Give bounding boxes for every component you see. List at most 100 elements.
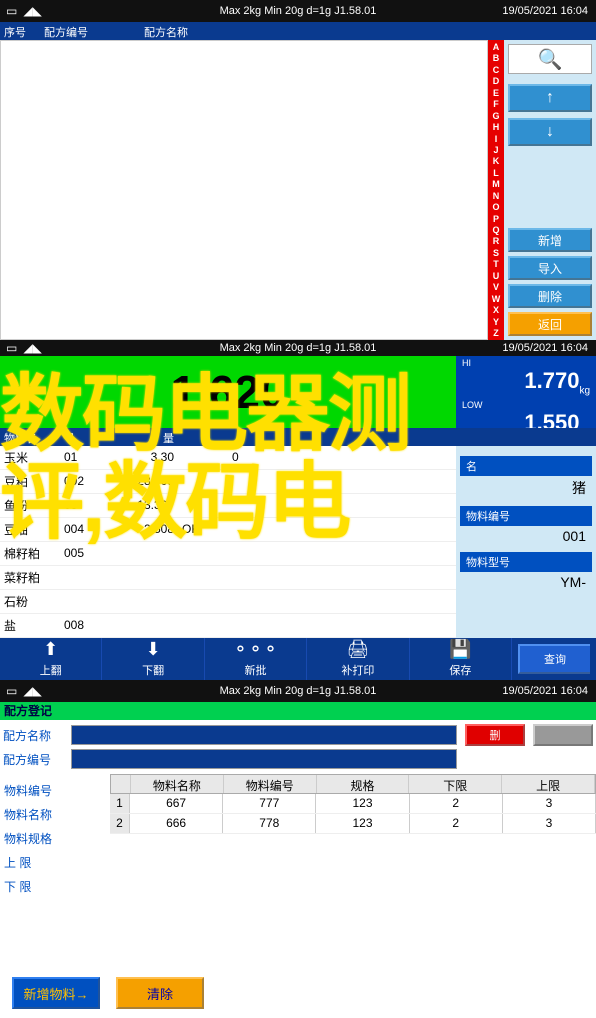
recipe-form: 配方名称 删 配方编号: [0, 720, 596, 774]
clear-button[interactable]: 清除: [116, 977, 204, 1009]
register-mid: 物料编号物料名称物料规格上 限下 限 物料名称物料编号规格下限上限 166777…: [0, 774, 596, 968]
search-icon: 🔍: [538, 47, 563, 72]
alpha-G[interactable]: G: [492, 111, 499, 121]
alpha-X[interactable]: X: [493, 305, 499, 315]
delete-button[interactable]: 删除: [508, 284, 592, 308]
alpha-Z[interactable]: Z: [493, 328, 499, 338]
alpha-F[interactable]: F: [493, 99, 499, 109]
field-label: 下 限: [4, 874, 106, 898]
reprint-button[interactable]: 🖨补打印: [307, 638, 409, 680]
alpha-M[interactable]: M: [492, 179, 500, 189]
info-lbl-5: 物料型号: [460, 552, 592, 572]
alpha-T[interactable]: T: [493, 259, 499, 269]
code-input[interactable]: [71, 749, 457, 769]
material-row[interactable]: 豆油0042.508OK: [0, 518, 456, 542]
titlebar-icons-2: ▭◢◣: [6, 341, 56, 355]
alpha-B[interactable]: B: [493, 53, 500, 63]
back-button[interactable]: 返回: [508, 312, 592, 336]
field-label: 物料规格: [4, 826, 106, 850]
screen1-body: ABCDEFGHIJKLMNOPQRSTUVWXYZ 🔍 ↑ ↓ 新增 导入 删…: [0, 40, 596, 340]
alpha-Q[interactable]: Q: [492, 225, 499, 235]
alpha-J[interactable]: J: [493, 145, 498, 155]
tbl-hdr-cell: 上限: [502, 775, 595, 793]
material-row[interactable]: 石粉: [0, 590, 456, 614]
alpha-V[interactable]: V: [493, 282, 499, 292]
register-title: 配方登记: [0, 702, 596, 720]
datetime-3: 19/05/2021 16:04: [502, 685, 588, 697]
bottom-toolbar: ⬆上翻 ⬇下翻 ⚬⚬⚬新批 🖨补打印 💾保存 查询: [0, 638, 596, 680]
save-button[interactable]: 💾保存: [410, 638, 512, 680]
low-label: LOW: [462, 400, 590, 410]
new-button[interactable]: 新增: [508, 228, 592, 252]
search-button[interactable]: 🔍: [508, 44, 592, 74]
alpha-K[interactable]: K: [493, 156, 500, 166]
screen-recipe-list: ▭◢◣ Max 2kg Min 20g d=1g J1.58.01 19/05/…: [0, 0, 596, 340]
materials-rows[interactable]: 玉米013.300豆粕00228.009鱼粉0313.307豆油0042.508…: [0, 446, 456, 638]
material-info-panel: 名 猪 物料编号 001 物料型号 YM-: [456, 446, 596, 638]
print-icon: 🖨: [346, 639, 369, 660]
titlebar-3: ▭◢◣ Max 2kg Min 20g d=1g J1.58.01 19/05/…: [0, 680, 596, 702]
pageup-icon: ⬆: [43, 639, 58, 660]
material-row[interactable]: 玉米013.300: [0, 446, 456, 470]
alpha-O[interactable]: O: [492, 202, 499, 212]
field-label: 物料名称: [4, 802, 106, 826]
hdr-name: 物料名: [0, 428, 60, 446]
action-group: 新增 导入 删除 返回: [508, 228, 592, 336]
table-row[interactable]: 166777712323: [110, 794, 596, 814]
down-button[interactable]: ↓: [508, 118, 592, 146]
alpha-I[interactable]: I: [495, 134, 498, 144]
weight-display: 1.620: [0, 356, 456, 428]
tbl-hdr-cell: 物料编号: [224, 775, 317, 793]
recipe-list-area[interactable]: [0, 40, 488, 340]
name-label: 配方名称: [3, 727, 63, 744]
new-batch-button[interactable]: ⚬⚬⚬新批: [205, 638, 307, 680]
code-label: 配方编号: [3, 751, 63, 768]
device-info-2: Max 2kg Min 20g d=1g J1.58.01: [220, 342, 377, 354]
alpha-U[interactable]: U: [493, 271, 500, 281]
materials-header: 物料名 号 量: [0, 428, 596, 446]
up-button[interactable]: ↑: [508, 84, 592, 112]
query-button[interactable]: 查询: [518, 644, 590, 674]
page-down-button[interactable]: ⬇下翻: [102, 638, 204, 680]
pagedown-icon: ⬇: [146, 639, 161, 660]
alpha-P[interactable]: P: [493, 214, 499, 224]
alpha-A[interactable]: A: [493, 42, 500, 52]
page-up-button[interactable]: ⬆上翻: [0, 638, 102, 680]
down-icon: ↓: [546, 123, 554, 141]
alpha-R[interactable]: R: [493, 236, 500, 246]
hi-label: HI: [462, 358, 590, 368]
table-row[interactable]: 266677812323: [110, 814, 596, 834]
alpha-N[interactable]: N: [493, 191, 500, 201]
alpha-D[interactable]: D: [493, 76, 500, 86]
alpha-E[interactable]: E: [493, 88, 499, 98]
hdr-num: 号: [60, 428, 108, 446]
save-icon: 💾: [449, 639, 471, 660]
hi-limit: HI 1.770kg: [456, 356, 596, 398]
alpha-Y[interactable]: Y: [493, 317, 499, 327]
alphabet-index[interactable]: ABCDEFGHIJKLMNOPQRSTUVWXYZ: [488, 40, 504, 340]
tbl-hdr-cell: 物料名称: [131, 775, 224, 793]
alpha-W[interactable]: W: [492, 294, 501, 304]
material-row[interactable]: 棉籽粕005: [0, 542, 456, 566]
add-material-button[interactable]: 新增物料→: [12, 977, 100, 1009]
material-row[interactable]: 菜籽粕: [0, 566, 456, 590]
limits-panel: HI 1.770kg LOW 1.550kg: [456, 356, 596, 428]
form-x-button[interactable]: [533, 724, 593, 746]
alpha-S[interactable]: S: [493, 248, 499, 258]
alpha-L[interactable]: L: [493, 168, 499, 178]
screen-recipe-register: ▭◢◣ Max 2kg Min 20g d=1g J1.58.01 19/05/…: [0, 680, 596, 1018]
info-val-1: 猪: [460, 476, 592, 500]
material-row[interactable]: 鱼粉0313.307: [0, 494, 456, 518]
table-rows[interactable]: 166777712323266677812323: [110, 794, 596, 834]
device-info: Max 2kg Min 20g d=1g J1.58.01: [220, 5, 377, 17]
info-lbl-1: 名: [460, 456, 592, 476]
alpha-C[interactable]: C: [493, 65, 500, 75]
name-input[interactable]: [71, 725, 457, 745]
titlebar-2: ▭◢◣ Max 2kg Min 20g d=1g J1.58.01 19/05/…: [0, 340, 596, 356]
material-row[interactable]: 盐008: [0, 614, 456, 638]
form-delete-button[interactable]: 删: [465, 724, 525, 746]
register-bottom: 新增物料→ 清除: [0, 968, 596, 1018]
material-row[interactable]: 豆粕00228.009: [0, 470, 456, 494]
import-button[interactable]: 导入: [508, 256, 592, 280]
alpha-H[interactable]: H: [493, 122, 500, 132]
